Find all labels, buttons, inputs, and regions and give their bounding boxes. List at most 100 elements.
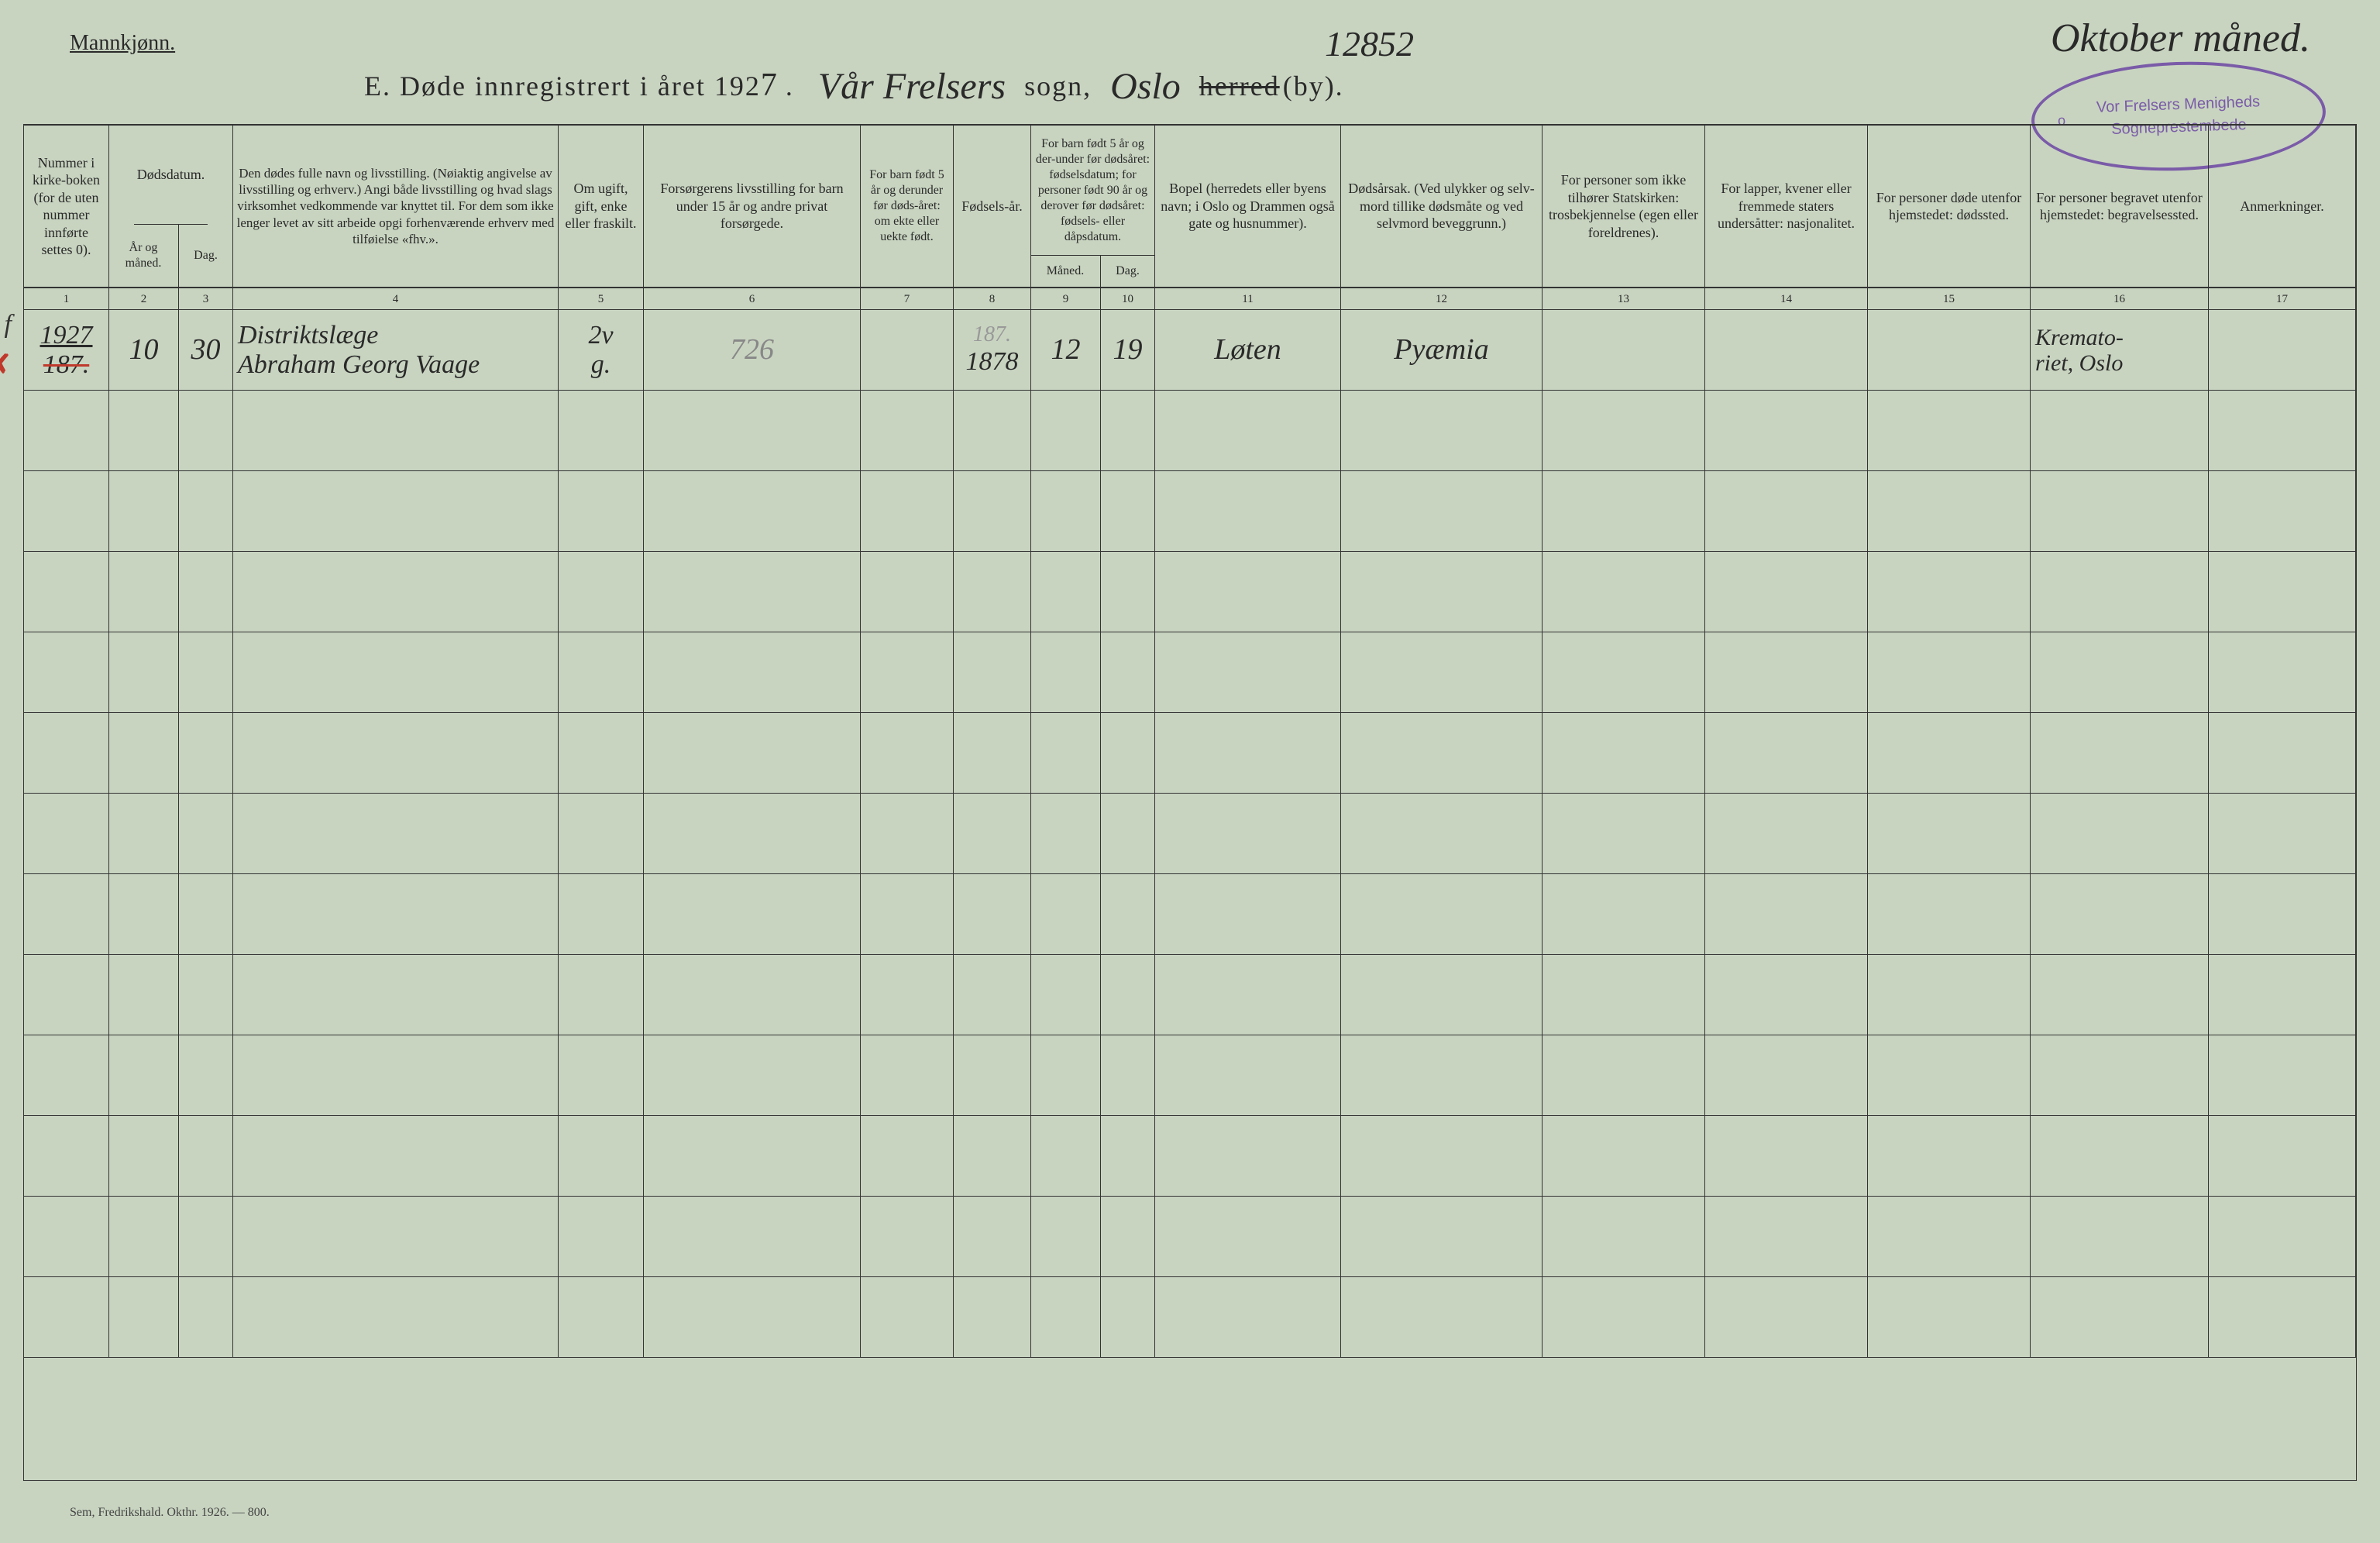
empty-cell: [1543, 471, 1705, 551]
empty-cell: [954, 632, 1031, 712]
empty-cell: [2209, 1116, 2356, 1196]
colnum: 6: [644, 288, 861, 309]
empty-cell: [1031, 1277, 1101, 1357]
margin-of: o f: [0, 310, 12, 339]
empty-cell: [644, 391, 861, 470]
colnum: 12: [1341, 288, 1543, 309]
empty-cell: [1031, 794, 1101, 873]
empty-cell: [179, 874, 233, 954]
empty-cell: [1341, 552, 1543, 632]
name-line1: Distriktslæge: [238, 321, 378, 350]
empty-cell: [1031, 391, 1101, 470]
empty-cell: [861, 471, 954, 551]
empty-cell: [1868, 391, 2031, 470]
table-row: [24, 874, 2356, 955]
empty-cell: [954, 794, 1031, 873]
empty-cell: [1101, 1035, 1155, 1115]
col-header-12: For lapper, kvener eller fremmede stater…: [1705, 126, 1868, 287]
birth-year: 1878: [966, 347, 1019, 376]
empty-cell: [1031, 632, 1101, 712]
empty-cell: [179, 1035, 233, 1115]
empty-cell: [2031, 874, 2209, 954]
cell-residence: Løten: [1155, 310, 1341, 390]
empty-cell: [233, 1035, 559, 1115]
empty-cell: [1341, 794, 1543, 873]
gender-label: Mannkjønn.: [70, 31, 175, 56]
empty-cell: [644, 552, 861, 632]
empty-cell: [2209, 632, 2356, 712]
empty-cell: [1155, 874, 1341, 954]
number-top: 1927: [40, 321, 93, 350]
empty-cell: [559, 874, 644, 954]
empty-cell: [2031, 1277, 2209, 1357]
col-header-2: Dødsdatum. År og måned. Dag.: [109, 126, 233, 287]
empty-cell: [233, 391, 559, 470]
col-header-6: For barn født 5 år og derunder før døds-…: [861, 126, 954, 287]
empty-cell: [109, 632, 179, 712]
empty-cell: [559, 1116, 644, 1196]
empty-cell: [1341, 471, 1543, 551]
cell-remarks: [2209, 310, 2356, 390]
ledger-page: Mannkjønn. 12852 Oktober måned. E. Døde …: [23, 31, 2357, 1528]
empty-cell: [1101, 1116, 1155, 1196]
cell-day: 30: [179, 310, 233, 390]
empty-cell: [233, 1197, 559, 1276]
empty-cell: [954, 713, 1031, 793]
empty-cell: [954, 1197, 1031, 1276]
empty-cell: [1868, 471, 2031, 551]
empty-cell: [559, 632, 644, 712]
empty-cell: [1705, 1277, 1868, 1357]
empty-cell: [2209, 1197, 2356, 1276]
empty-cell: [2209, 552, 2356, 632]
title-prefix: E. Døde innregistrert i året 192: [364, 71, 761, 102]
empty-cell: [24, 955, 109, 1035]
cell-year-month: 10: [109, 310, 179, 390]
empty-cell: [1031, 955, 1101, 1035]
cell-cause: Pyæmia: [1341, 310, 1543, 390]
empty-cell: [1031, 471, 1101, 551]
empty-cell: [2031, 391, 2209, 470]
col-header-9: Bopel (herredets eller byens navn; i Osl…: [1155, 126, 1341, 287]
empty-cell: [24, 713, 109, 793]
empty-cell: [109, 955, 179, 1035]
cell-marital: 2v g.: [559, 310, 644, 390]
empty-cell: [644, 955, 861, 1035]
month-header: Oktober måned.: [2051, 15, 2310, 61]
empty-cell: [1341, 632, 1543, 712]
empty-cell: [1101, 1197, 1155, 1276]
table-row: [24, 955, 2356, 1035]
col-header-4: Om ugift, gift, enke eller fraskilt.: [559, 126, 644, 287]
empty-cell: [559, 955, 644, 1035]
table-row: [24, 552, 2356, 632]
colnum: 17: [2209, 288, 2356, 309]
colnum: 11: [1155, 288, 1341, 309]
empty-cell: [1031, 1116, 1101, 1196]
by-label: (by).: [1283, 71, 1344, 102]
empty-cell: [559, 713, 644, 793]
empty-cell: [24, 632, 109, 712]
empty-cell: [1705, 552, 1868, 632]
empty-cell: [559, 391, 644, 470]
empty-cell: [1868, 1277, 2031, 1357]
empty-cell: [1543, 794, 1705, 873]
col-header-14: For personer begravet utenfor hjemstedet…: [2031, 126, 2209, 287]
col-header-8: For barn født 5 år og der-under før døds…: [1031, 126, 1155, 287]
by-script: Oslo: [1095, 66, 1196, 107]
empty-cell: [861, 1035, 954, 1115]
empty-cell: [109, 874, 179, 954]
empty-cell: [1868, 955, 2031, 1035]
empty-cell: [1543, 1116, 1705, 1196]
empty-cell: [2031, 1116, 2209, 1196]
empty-cell: [2209, 874, 2356, 954]
empty-cell: [1155, 471, 1341, 551]
marital-top: 2v: [588, 321, 613, 350]
empty-cell: [1543, 632, 1705, 712]
table-row: [24, 1035, 2356, 1116]
empty-cell: [179, 1197, 233, 1276]
empty-cell: [109, 471, 179, 551]
empty-cell: [644, 632, 861, 712]
empty-cell: [644, 794, 861, 873]
empty-cell: [179, 713, 233, 793]
table-header: Nummer i kirke-boken (for de uten nummer…: [24, 126, 2356, 288]
empty-cell: [559, 794, 644, 873]
